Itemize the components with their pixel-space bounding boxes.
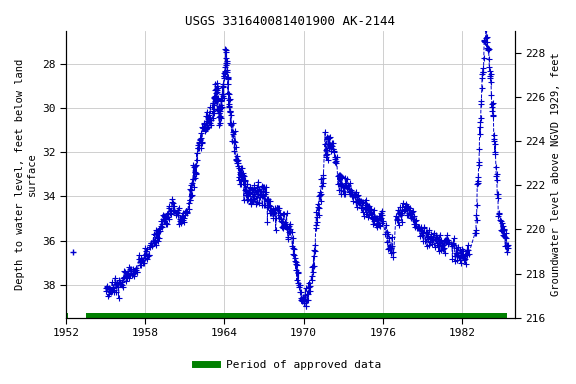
Legend: Period of approved data: Period of approved data: [191, 356, 385, 375]
Bar: [86, 313, 507, 318]
Title: USGS 331640081401900 AK-2144: USGS 331640081401900 AK-2144: [185, 15, 396, 28]
Bar: [67, 313, 69, 318]
Y-axis label: Depth to water level, feet below land
surface: Depth to water level, feet below land su…: [15, 59, 37, 290]
Y-axis label: Groundwater level above NGVD 1929, feet: Groundwater level above NGVD 1929, feet: [551, 52, 561, 296]
